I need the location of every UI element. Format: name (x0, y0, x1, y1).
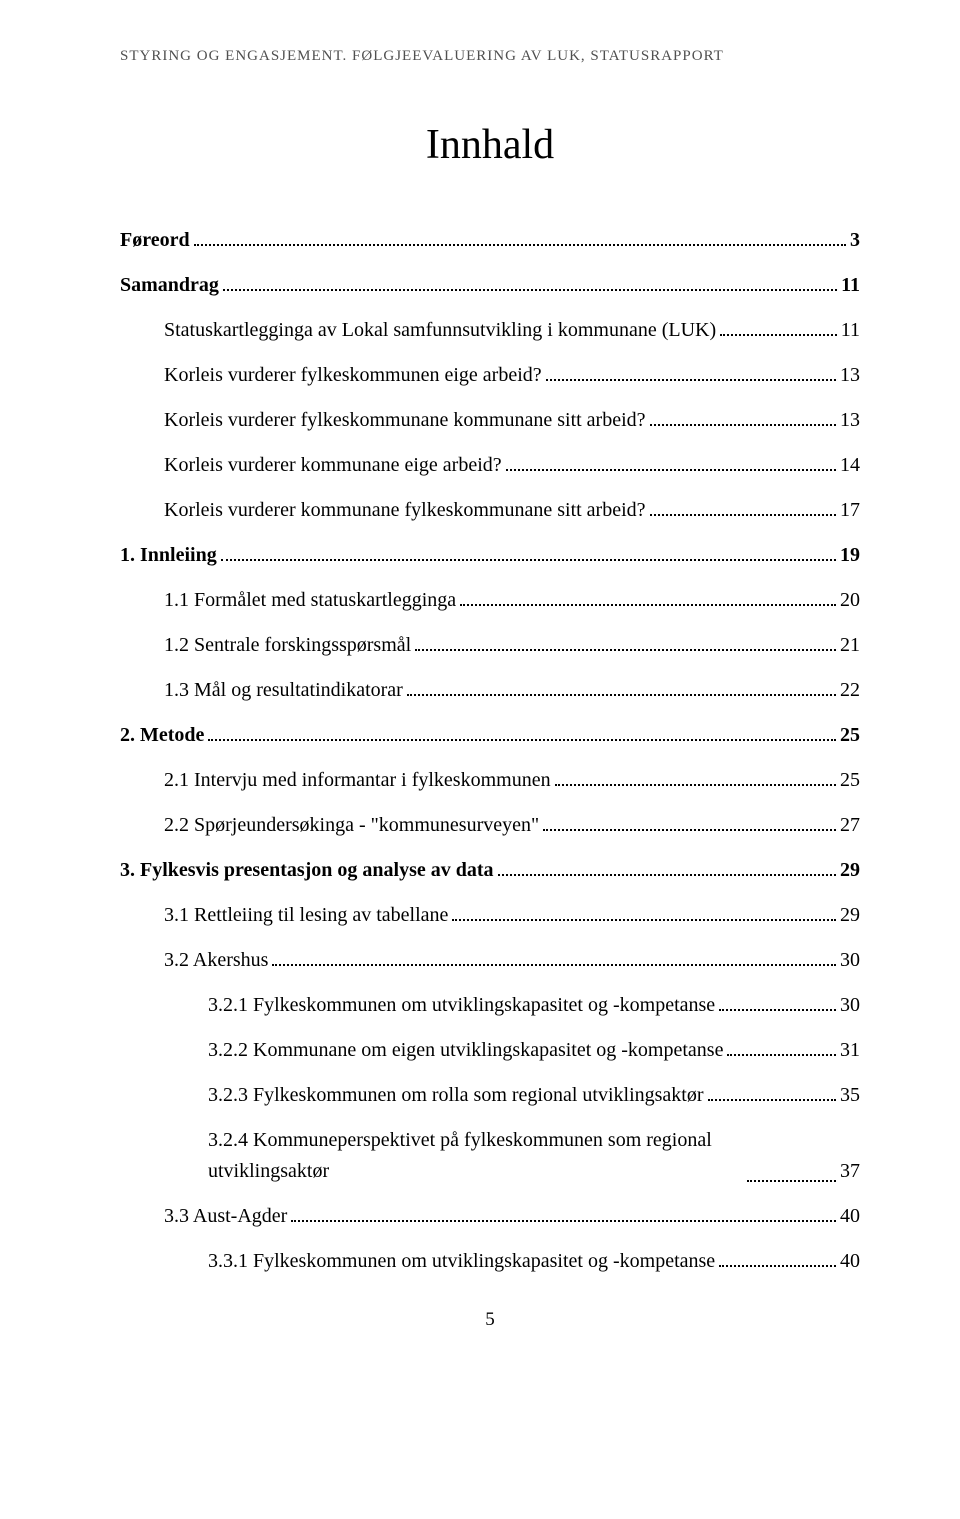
toc-entry-page: 11 (841, 315, 860, 346)
toc-entry-page: 11 (841, 270, 860, 301)
toc-entry-page: 19 (840, 540, 860, 571)
toc-entry-page: 13 (840, 405, 860, 436)
toc-dots (208, 739, 836, 741)
toc-dots (546, 379, 836, 381)
toc-entry-label: 1.2 Sentrale forskingsspørsmål (164, 630, 411, 661)
toc-entry: Korleis vurderer kommunane eige arbeid? 1… (120, 450, 860, 481)
toc-entry: 1. Innleiing 19 (120, 540, 860, 571)
toc-entry-page: 30 (840, 945, 860, 976)
toc-entry-page: 13 (840, 360, 860, 391)
toc-entry: 2. Metode 25 (120, 720, 860, 751)
toc-entry-label: 3.3 Aust-Agder (164, 1201, 287, 1232)
toc-dots (272, 964, 836, 966)
toc-entry: Statuskartlegginga av Lokal samfunnsutvi… (120, 315, 860, 346)
toc-dots (221, 559, 836, 561)
toc-entry-page: 25 (840, 765, 860, 796)
toc-entry: 3.2.1 Fylkeskommunen om utviklingskapasi… (120, 990, 860, 1021)
toc-title: Innhald (120, 121, 860, 169)
toc-entry-page: 30 (840, 990, 860, 1021)
toc-entry-label: Korleis vurderer kommunane eige arbeid? (164, 450, 502, 481)
toc-entry-label: Føreord (120, 225, 190, 256)
toc-entry: 3.3 Aust-Agder 40 (120, 1201, 860, 1232)
toc-entry-label: 1. Innleiing (120, 540, 217, 571)
toc-dots (719, 1265, 836, 1267)
toc-entry-label: 3.3.1 Fylkeskommunen om utviklingskapasi… (208, 1246, 715, 1277)
toc-entry-page: 14 (840, 450, 860, 481)
page-number: 5 (120, 1309, 860, 1331)
toc-entry-page: 40 (840, 1201, 860, 1232)
toc-entry: 3. Fylkesvis presentasjon og analyse av … (120, 855, 860, 886)
toc-entry-label: 2.1 Intervju med informantar i fylkeskom… (164, 765, 551, 796)
toc-entry: 3.2.2 Kommunane om eigen utviklingskapas… (120, 1035, 860, 1066)
toc-entry-page: 17 (840, 495, 860, 526)
toc-entry: 3.2.3 Fylkeskommunen om rolla som region… (120, 1080, 860, 1111)
toc-entry: Føreord 3 (120, 225, 860, 256)
toc-entry: 3.2 Akershus 30 (120, 945, 860, 976)
toc-dots (223, 289, 837, 291)
toc-entry: 1.1 Formålet med statuskartlegginga 20 (120, 585, 860, 616)
toc-dots (506, 469, 836, 471)
running-header: STYRING OG ENGASJEMENT. FØLGJEEVALUERING… (120, 48, 860, 65)
toc-entry-label: Statuskartlegginga av Lokal samfunnsutvi… (164, 315, 716, 346)
toc-dots (720, 334, 837, 336)
toc-entry-page: 22 (840, 675, 860, 706)
toc-entry: Samandrag 11 (120, 270, 860, 301)
toc-entry: Korleis vurderer kommunane fylkeskommuna… (120, 495, 860, 526)
toc-entry: 3.1 Rettleiing til lesing av tabellane 29 (120, 900, 860, 931)
toc-entry-page: 29 (840, 900, 860, 931)
toc-entry-page: 31 (840, 1035, 860, 1066)
toc-entry: Korleis vurderer fylkeskommunane kommuna… (120, 405, 860, 436)
toc-entry-label: 1.1 Formålet med statuskartlegginga (164, 585, 456, 616)
toc-entry-label: 2.2 Spørjeundersøkinga - "kommunesurveye… (164, 810, 539, 841)
toc-dots (747, 1180, 836, 1182)
toc-entry-page: 29 (840, 855, 860, 886)
toc-entry-page: 40 (840, 1246, 860, 1277)
toc-entry: 3.3.1 Fylkeskommunen om utviklingskapasi… (120, 1246, 860, 1277)
toc-dots (452, 919, 836, 921)
toc-dots (719, 1009, 836, 1011)
toc-dots (415, 649, 836, 651)
toc-dots (727, 1054, 836, 1056)
toc-entry-page: 3 (850, 225, 860, 256)
toc-entry-label: Korleis vurderer kommunane fylkeskommuna… (164, 495, 646, 526)
toc-dots (407, 694, 836, 696)
toc-entry: 3.2.4 Kommuneperspektivet på fylkeskommu… (120, 1125, 860, 1187)
toc-list: Føreord 3 Samandrag 11 Statuskartlegginga av… (120, 225, 860, 1277)
toc-dots (543, 829, 836, 831)
toc-entry-page: 25 (840, 720, 860, 751)
toc-dots (555, 784, 836, 786)
toc-entry-label: Samandrag (120, 270, 219, 301)
toc-entry: 1.2 Sentrale forskingsspørsmål 21 (120, 630, 860, 661)
toc-entry-label: 3.2.2 Kommunane om eigen utviklingskapas… (208, 1035, 723, 1066)
toc-dots (650, 514, 836, 516)
toc-entry-label: 3.2.4 Kommuneperspektivet på fylkeskommu… (208, 1125, 743, 1187)
toc-entry: 2.2 Spørjeundersøkinga - "kommunesurveye… (120, 810, 860, 841)
toc-entry-label: 1.3 Mål og resultatindikatorar (164, 675, 403, 706)
toc-entry-label: 3. Fylkesvis presentasjon og analyse av … (120, 855, 494, 886)
toc-entry-label: 2. Metode (120, 720, 204, 751)
toc-dots (708, 1099, 836, 1101)
toc-dots (650, 424, 836, 426)
toc-entry-page: 21 (840, 630, 860, 661)
toc-dots (291, 1220, 836, 1222)
toc-entry: 1.3 Mål og resultatindikatorar 22 (120, 675, 860, 706)
toc-entry-label: Korleis vurderer fylkeskommunen eige arb… (164, 360, 542, 391)
toc-entry-label: 3.1 Rettleiing til lesing av tabellane (164, 900, 448, 931)
toc-dots (194, 244, 846, 246)
toc-entry-page: 27 (840, 810, 860, 841)
toc-entry-page: 37 (840, 1156, 860, 1187)
toc-entry-label: Korleis vurderer fylkeskommunane kommuna… (164, 405, 646, 436)
toc-entry: Korleis vurderer fylkeskommunen eige arb… (120, 360, 860, 391)
toc-entry-label: 3.2.3 Fylkeskommunen om rolla som region… (208, 1080, 704, 1111)
toc-entry-label: 3.2 Akershus (164, 945, 268, 976)
toc-entry-page: 20 (840, 585, 860, 616)
page-container: STYRING OG ENGASJEMENT. FØLGJEEVALUERING… (0, 0, 960, 1371)
toc-dots (498, 874, 836, 876)
toc-dots (460, 604, 836, 606)
toc-entry-label: 3.2.1 Fylkeskommunen om utviklingskapasi… (208, 990, 715, 1021)
toc-entry: 2.1 Intervju med informantar i fylkeskom… (120, 765, 860, 796)
toc-entry-page: 35 (840, 1080, 860, 1111)
